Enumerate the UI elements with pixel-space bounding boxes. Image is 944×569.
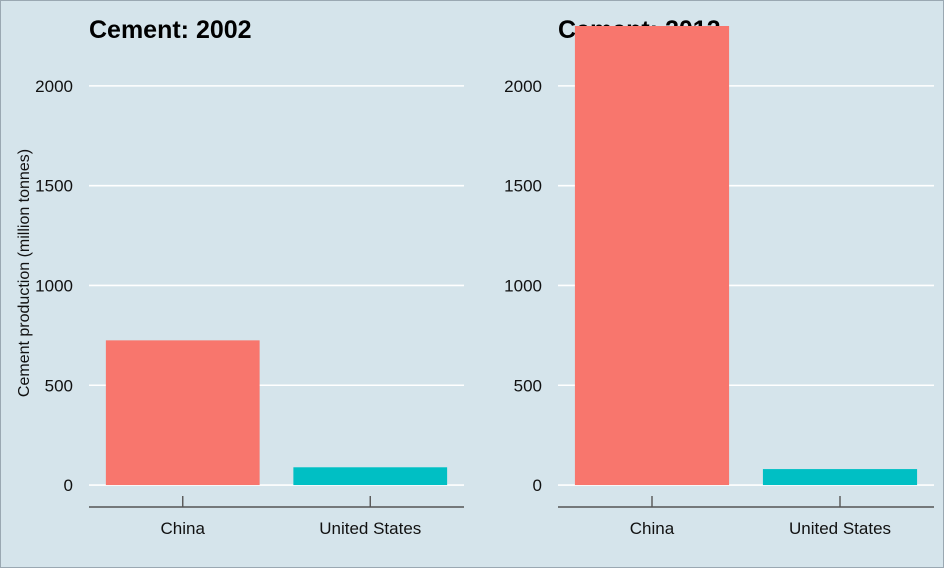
bar-1-china [574,26,730,486]
y-tick-label-0-1500: 1500 [35,177,73,196]
bar-0-united-states [293,467,448,486]
y-tick-label-1-1000: 1000 [504,276,542,295]
y-tick-label-1-2000: 2000 [504,77,542,96]
y-tick-label-0-0: 0 [64,476,73,495]
x-tick-label-0-0: China [161,519,206,538]
y-tick-label-0-500: 500 [45,376,73,395]
bar-1-united-states [762,469,918,486]
y-tick-label-1-1500: 1500 [504,177,542,196]
x-tick-label-1-0: China [630,519,675,538]
y-tick-label-0-2000: 2000 [35,77,73,96]
bar-0-china [105,340,260,486]
x-tick-label-0-1: United States [319,519,421,538]
y-tick-label-1-0: 0 [533,476,542,495]
y-axis-label-0: Cement production (million tonnes) [16,149,33,397]
y-tick-label-1-500: 500 [514,376,542,395]
chart-title-0: Cement: 2002 [89,16,252,44]
y-tick-label-0-1000: 1000 [35,276,73,295]
x-tick-label-1-1: United States [789,519,891,538]
